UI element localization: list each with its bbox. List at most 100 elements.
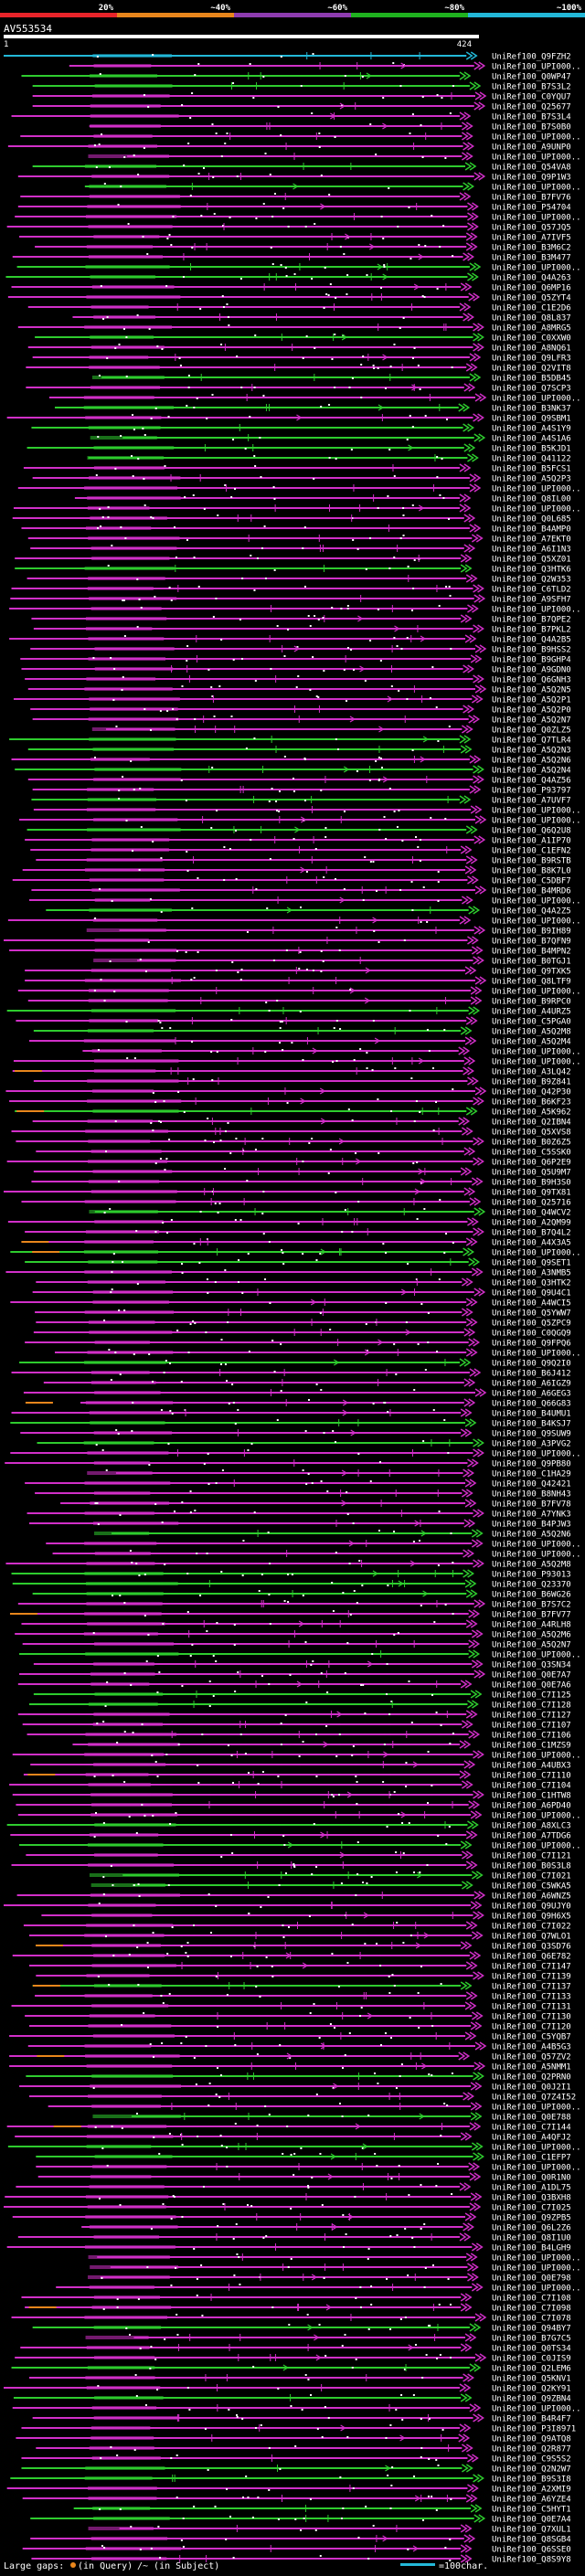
hit-row[interactable]: UniRef100_Q7XUL1 — [88, 2524, 571, 2535]
hit-label[interactable]: UniRef100_C7I120 — [492, 2023, 571, 2032]
hit-label[interactable]: UniRef100_Q5U9M7 — [492, 1169, 571, 1178]
hit-label[interactable]: UniRef100_C1E2D6 — [492, 304, 571, 313]
hit-label[interactable]: UniRef100_B7S0B0 — [492, 123, 571, 133]
hit-row[interactable]: UniRef100_C7I128 — [28, 1700, 571, 1711]
hit-label[interactable]: UniRef100_B7S7C2 — [492, 1601, 571, 1610]
hit-row[interactable]: UniRef100_A6IGZ9 — [43, 1378, 571, 1389]
hit-label[interactable]: UniRef100_UPI000.. — [492, 2164, 581, 2173]
hit-row[interactable]: UniRef100_A5Q2M6 — [15, 1629, 571, 1640]
hit-row[interactable]: UniRef100_A4QFJ2 — [15, 2132, 571, 2143]
hit-row[interactable]: UniRef100_Q5ZPC9 — [36, 1318, 571, 1329]
hit-label[interactable]: UniRef100_UPI000.. — [492, 184, 581, 193]
hit-row[interactable]: UniRef100_Q6MP16 — [11, 282, 571, 293]
hit-label[interactable]: UniRef100_UPI000.. — [492, 1350, 581, 1359]
hit-row[interactable]: UniRef100_A5Q2P1 — [13, 694, 571, 705]
hit-row[interactable]: UniRef100_A9UNP0 — [7, 142, 571, 153]
hit-label[interactable]: UniRef100_Q2N2W7 — [492, 2465, 571, 2475]
hit-label[interactable]: UniRef100_P54704 — [492, 204, 571, 213]
hit-row[interactable]: UniRef100_A5K962 — [15, 1107, 571, 1118]
hit-row[interactable]: UniRef100_Q42P30 — [5, 1087, 571, 1097]
hit-label[interactable]: UniRef100_Q9P1W3 — [492, 174, 571, 183]
hit-label[interactable]: UniRef100_C0JIS9 — [492, 2355, 571, 2364]
hit-label[interactable]: UniRef100_Q5XZ01 — [492, 556, 571, 565]
hit-row[interactable]: UniRef100_UPI000.. — [15, 212, 581, 223]
hit-label[interactable]: UniRef100_C7I130 — [492, 2013, 571, 2022]
hit-label[interactable]: UniRef100_Q6MP16 — [492, 284, 571, 293]
hit-row[interactable]: UniRef100_Q0J2I1 — [19, 2082, 571, 2093]
hit-label[interactable]: UniRef100_C6TLD2 — [492, 586, 571, 595]
hit-row[interactable]: UniRef100_B7PKL2 — [33, 624, 571, 635]
hit-label[interactable]: UniRef100_B7Q4L2 — [492, 1229, 571, 1238]
hit-row[interactable]: UniRef100_Q8I1U0 — [17, 2232, 571, 2243]
hit-label[interactable]: UniRef100_Q9PB80 — [492, 1460, 571, 1469]
hit-label[interactable]: UniRef100_UPI000.. — [492, 1842, 581, 1851]
hit-label[interactable]: UniRef100_Q7XUL1 — [492, 2526, 571, 2535]
hit-row[interactable]: UniRef100_Q9H6X5 — [41, 1911, 571, 1922]
hit-row[interactable]: UniRef100_C7I127 — [17, 1710, 571, 1721]
hit-label[interactable]: UniRef100_A6GEG3 — [492, 1390, 571, 1399]
hit-row[interactable]: UniRef100_B9RPC0 — [27, 996, 571, 1007]
hit-label[interactable]: UniRef100_Q94BY7 — [492, 2325, 571, 2334]
hit-label[interactable]: UniRef100_C0QGQ9 — [492, 1330, 571, 1339]
hit-label[interactable]: UniRef100_Q3HTK2 — [492, 1279, 571, 1288]
hit-row[interactable]: UniRef100_C7I078 — [11, 2313, 571, 2324]
hit-label[interactable]: UniRef100_Q5KNV1 — [492, 2375, 571, 2384]
hit-row[interactable]: UniRef100_B4UMU1 — [11, 1408, 571, 1419]
hit-label[interactable]: UniRef100_B4MRD6 — [492, 887, 571, 896]
hit-row[interactable]: UniRef100_C1E2D6 — [27, 302, 571, 313]
hit-row[interactable]: UniRef100_Q9UJY0 — [4, 1901, 571, 1912]
hit-label[interactable]: UniRef100_B5KJD1 — [492, 445, 571, 454]
hit-label[interactable]: UniRef100_Q3BXH8 — [492, 2194, 571, 2203]
hit-row[interactable]: UniRef100_C7I025 — [4, 2202, 571, 2213]
hit-label[interactable]: UniRef100_UPI000.. — [492, 63, 581, 72]
hit-row[interactable]: UniRef100_C7I130 — [25, 2011, 571, 2022]
hit-row[interactable]: UniRef100_Q0TS34 — [20, 2343, 571, 2354]
hit-row[interactable]: UniRef100_C6TLD2 — [11, 584, 571, 595]
hit-row[interactable]: UniRef100_UPI000.. — [90, 2263, 581, 2274]
hit-row[interactable]: UniRef100_A4UBX3 — [30, 1760, 571, 1771]
hit-label[interactable]: UniRef100_UPI000.. — [492, 1058, 581, 1067]
hit-row[interactable]: UniRef100_Q4A263 — [5, 272, 571, 283]
hit-row[interactable]: UniRef100_B4MPN2 — [9, 946, 571, 957]
hit-label[interactable]: UniRef100_UPI000.. — [492, 2104, 581, 2113]
hit-row[interactable]: UniRef100_Q25716 — [21, 1197, 571, 1208]
hit-row[interactable]: UniRef100_UPI000.. — [69, 61, 581, 72]
hit-label[interactable]: UniRef100_A3NMB5 — [492, 1269, 571, 1278]
hit-row[interactable]: UniRef100_B5DB45 — [91, 373, 571, 384]
hit-label[interactable]: UniRef100_Q41122 — [492, 455, 571, 464]
hit-row[interactable]: UniRef100_B7FV78 — [60, 1499, 571, 1510]
hit-label[interactable]: UniRef100_Q66G83 — [492, 1400, 571, 1409]
hit-row[interactable]: UniRef100_B5FCS1 — [23, 463, 571, 474]
hit-label[interactable]: UniRef100_Q9FPQ6 — [492, 1340, 571, 1349]
hit-label[interactable]: UniRef100_Q6E782 — [492, 1953, 571, 1962]
hit-label[interactable]: UniRef100_Q2IBN4 — [492, 1118, 571, 1128]
hit-label[interactable]: UniRef100_B4MPN2 — [492, 948, 571, 957]
hit-row[interactable]: UniRef100_A2XMI9 — [6, 2484, 571, 2495]
hit-label[interactable]: UniRef100_Q6SSE0 — [492, 2546, 571, 2555]
hit-row[interactable]: UniRef100_A7IVF5 — [19, 232, 571, 243]
hit-label[interactable]: UniRef100_B7FV77 — [492, 1611, 571, 1620]
hit-row[interactable]: UniRef100_B9HSS2 — [30, 644, 571, 655]
hit-label[interactable]: UniRef100_P3I8971 — [492, 2425, 576, 2434]
hit-label[interactable]: UniRef100_Q7WLO1 — [492, 1933, 571, 1942]
hit-label[interactable]: UniRef100_Q42421 — [492, 1480, 571, 1489]
hit-label[interactable]: UniRef100_B7PKL2 — [492, 626, 571, 635]
hit-row[interactable]: UniRef100_UPI000.. — [7, 916, 581, 927]
hit-label[interactable]: UniRef100_C1MZS9 — [492, 1742, 571, 1751]
hit-row[interactable]: UniRef100_C7I144 — [6, 2122, 571, 2133]
hit-row[interactable]: UniRef100_A5Q2N6 — [94, 1529, 571, 1540]
hit-label[interactable]: UniRef100_B7FV78 — [492, 1500, 571, 1510]
hit-label[interactable]: UniRef100_C7I110 — [492, 1772, 571, 1781]
hit-label[interactable]: UniRef100_B4R4F7 — [492, 2415, 571, 2424]
hit-row[interactable]: UniRef100_UPI000.. — [82, 1046, 581, 1057]
hit-label[interactable]: UniRef100_B4UMU1 — [492, 1410, 571, 1419]
hit-label[interactable]: UniRef100_A3LQ42 — [492, 1068, 571, 1077]
hit-label[interactable]: UniRef100_Q9ATQ8 — [492, 2435, 571, 2444]
hit-label[interactable]: UniRef100_Q7Z4I52 — [492, 2094, 576, 2103]
hit-row[interactable]: UniRef100_Q57ZV2 — [9, 2051, 571, 2062]
hit-label[interactable]: UniRef100_Q0ZLZ5 — [492, 726, 571, 736]
hit-row[interactable]: UniRef100_B8K7L0 — [22, 865, 571, 876]
hit-row[interactable]: UniRef100_A1DL75 — [16, 2182, 571, 2193]
hit-label[interactable]: UniRef100_B9H3S0 — [492, 1179, 571, 1188]
hit-label[interactable]: UniRef100_C7I125 — [492, 1691, 571, 1701]
